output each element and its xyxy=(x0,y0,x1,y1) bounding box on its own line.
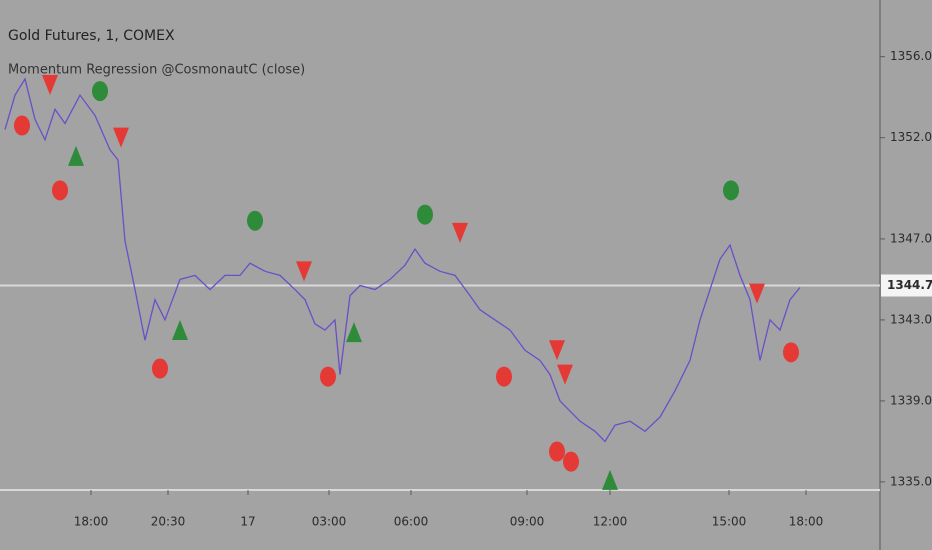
signal-circle xyxy=(549,441,565,462)
signal-up xyxy=(346,322,362,343)
y-tick-label: 1335.0 xyxy=(890,474,932,488)
x-tick-label: 18:00 xyxy=(74,515,109,529)
price-line xyxy=(4,77,801,443)
signal-circle xyxy=(247,210,263,231)
signal-circle xyxy=(152,358,168,379)
x-tick-label: 18:00 xyxy=(789,515,824,529)
signal-down xyxy=(113,127,129,148)
signal-circle xyxy=(52,180,68,201)
signal-circle xyxy=(723,180,739,201)
x-tick-label: 09:00 xyxy=(510,515,545,529)
x-tick-label: 03:00 xyxy=(312,515,347,529)
signal-circle xyxy=(320,366,336,387)
x-tick-label: 12:00 xyxy=(593,515,628,529)
chart-title: Gold Futures, 1, COMEX xyxy=(8,28,175,44)
last-price-box xyxy=(881,274,932,297)
y-tick-label: 1347.0 xyxy=(890,231,932,245)
y-tick-label: 1339.0 xyxy=(890,393,932,407)
last-price-label: 1344.7 xyxy=(887,278,932,292)
signal-down xyxy=(749,283,765,304)
signal-up xyxy=(602,469,618,490)
signal-circle xyxy=(563,451,579,472)
signal-down xyxy=(42,75,58,96)
x-tick-label: 17 xyxy=(240,515,255,529)
signal-circle xyxy=(14,115,30,136)
signal-circle xyxy=(496,366,512,387)
y-tick-label: 1356.0 xyxy=(890,49,932,63)
y-tick-label: 1343.0 xyxy=(890,312,932,326)
signal-circle xyxy=(92,81,108,102)
x-tick-label: 20:30 xyxy=(151,515,186,529)
signal-down xyxy=(557,364,573,385)
signal-up xyxy=(172,320,188,341)
x-tick-label: 06:00 xyxy=(394,515,429,529)
y-tick-label: 1352.0 xyxy=(890,130,932,144)
signal-down xyxy=(296,261,312,282)
chart-subtitle: Momentum Regression @CosmonautC (close) xyxy=(8,63,305,78)
signal-circle xyxy=(417,204,433,225)
signal-up xyxy=(68,145,84,166)
signal-down xyxy=(452,222,468,243)
signal-circle xyxy=(783,342,799,363)
signal-down xyxy=(549,340,565,361)
x-tick-label: 15:00 xyxy=(712,515,747,529)
